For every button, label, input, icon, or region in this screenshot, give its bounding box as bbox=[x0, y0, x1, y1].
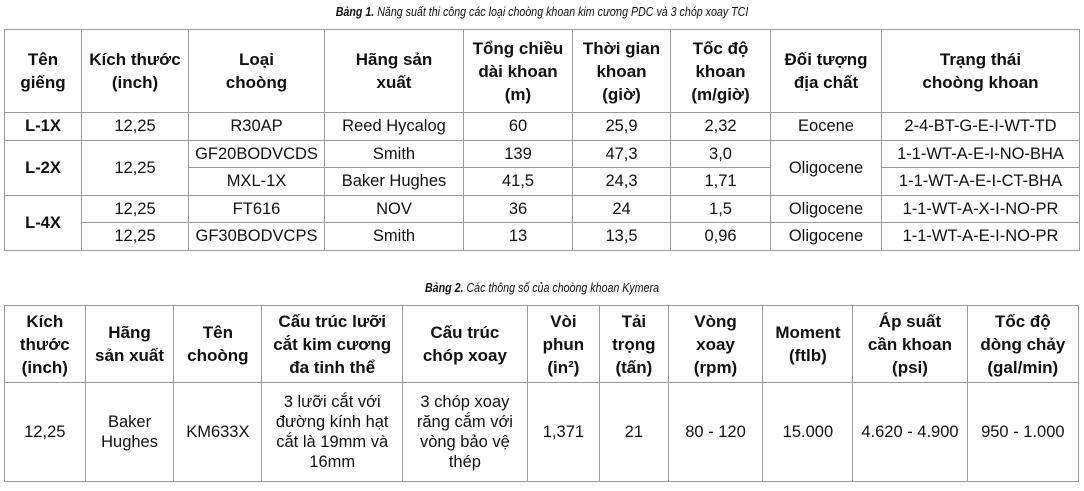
length-cell: 41,5 bbox=[463, 167, 573, 196]
rate-cell: 1,71 bbox=[670, 167, 771, 196]
header-load: Tải trọng (tấn) bbox=[599, 305, 669, 383]
header-bit-name: Tên choòng bbox=[173, 305, 263, 383]
maker-cell: Reed Hycalog bbox=[324, 112, 464, 141]
well-name-cell: L-2X bbox=[4, 139, 82, 196]
length-cell: 13 bbox=[463, 222, 573, 251]
rate-cell: 2,32 bbox=[670, 112, 771, 141]
header-drilling-rate: Tốc độ khoan (m/giờ) bbox=[670, 29, 771, 113]
header-manufacturer: Hãng sản xuất bbox=[324, 29, 464, 113]
kymera-bit-specs-table: Kích thước (inch) Hãng sản xuất Tên choò… bbox=[4, 305, 1080, 482]
maker-cell: Smith bbox=[324, 222, 464, 251]
table2-caption-label: Bảng 2. bbox=[424, 280, 464, 295]
table1-caption-text: Năng suất thi công các loại choòng khoan… bbox=[377, 4, 749, 19]
bit-cell: FT616 bbox=[188, 194, 325, 223]
well-name-cell: L-4X bbox=[4, 194, 82, 251]
bit-cell: MXL-1X bbox=[188, 167, 325, 196]
bit-cell: R30AP bbox=[188, 112, 325, 141]
header-geology: Đối tượng địa chất bbox=[770, 29, 882, 113]
table-row: L-2X 12,25 GF20BODVCDS Smith 139 47,3 3,… bbox=[4, 139, 1080, 196]
moment-cell: 15.000 bbox=[762, 382, 854, 482]
size-cell: 12,25 bbox=[81, 112, 189, 141]
bit-name-cell: KM633X bbox=[173, 382, 263, 482]
status-cell: 1-1-WT-A-E-I-CT-BHA bbox=[881, 167, 1080, 196]
status-cell: 1-1-WT-A-E-I-NO-BHA bbox=[881, 139, 1080, 168]
header-size: Kích thước (inch) bbox=[4, 305, 86, 383]
header-total-length: Tổng chiều dài khoan (m) bbox=[463, 29, 573, 113]
size-cell: 12,25 bbox=[81, 139, 189, 196]
header-pdc-structure: Cấu trúc lưỡi cắt kim cương đa tinh thể bbox=[261, 305, 404, 383]
length-cell: 139 bbox=[463, 139, 573, 168]
status-cell: 1-1-WT-A-E-I-NO-PR bbox=[881, 222, 1080, 251]
table-row: L-4X 12,25 FT616 NOV 36 24 1,5 Oligocene… bbox=[4, 194, 1080, 251]
maker-cell: NOV bbox=[324, 194, 464, 223]
geology-cell: Oligocene bbox=[770, 139, 882, 196]
pdc-structure-cell: 3 lưỡi cắt với đường kính hạt cắt là 19m… bbox=[261, 382, 404, 482]
header-bit-type: Loại choòng bbox=[188, 29, 325, 113]
length-cell: 36 bbox=[463, 194, 573, 223]
header-size: Kích thước (inch) bbox=[81, 29, 189, 113]
pressure-cell: 4.620 - 4.900 bbox=[852, 382, 968, 482]
time-cell: 25,9 bbox=[572, 112, 671, 141]
load-cell: 21 bbox=[599, 382, 669, 482]
table2-caption-text: Các thông số của choòng khoan Kymera bbox=[466, 280, 660, 295]
table1-caption: Bảng 1. Năng suất thi công các loại choò… bbox=[98, 4, 987, 19]
table1-header-row: Tên giếng Kích thước (inch) Loại choòng … bbox=[4, 29, 1080, 113]
geology-cell: Eocene bbox=[770, 112, 882, 141]
geology-cell: Oligocene bbox=[770, 222, 882, 251]
rate-cell: 1,5 bbox=[670, 194, 771, 223]
flow-rate-cell: 950 - 1.000 bbox=[966, 382, 1080, 482]
header-cone-structure: Cấu trúc chóp xoay bbox=[402, 305, 528, 383]
size-cell: 12,25 bbox=[81, 222, 189, 251]
maker-cell: Baker Hughes bbox=[84, 382, 175, 482]
header-flow-rate: Tốc độ dòng chảy (gal/min) bbox=[966, 305, 1080, 383]
table-row: 12,25 Baker Hughes KM633X 3 lưỡi cắt với… bbox=[4, 382, 1080, 482]
table2-header-row: Kích thước (inch) Hãng sản xuất Tên choò… bbox=[4, 305, 1080, 383]
time-cell: 24 bbox=[572, 194, 671, 223]
rpm-cell: 80 - 120 bbox=[667, 382, 764, 482]
header-manufacturer: Hãng sản xuất bbox=[84, 305, 175, 383]
header-bit-status: Trạng thái choòng khoan bbox=[881, 29, 1080, 113]
table1-caption-label: Bảng 1. bbox=[335, 4, 375, 19]
time-cell: 47,3 bbox=[572, 139, 671, 168]
nozzle-cell: 1,371 bbox=[526, 382, 601, 482]
header-rpm: Vòng xoay (rpm) bbox=[667, 305, 764, 383]
rate-cell: 3,0 bbox=[670, 139, 771, 168]
bit-cell: GF20BODVCDS bbox=[188, 139, 325, 168]
maker-cell: Smith bbox=[324, 139, 464, 168]
header-nozzle: Vòi phun (in²) bbox=[526, 305, 601, 383]
cone-structure-cell: 3 chóp xoay răng cắm với vòng bảo vệ thé… bbox=[402, 382, 528, 482]
bit-cell: GF30BODVCPS bbox=[188, 222, 325, 251]
time-cell: 13,5 bbox=[572, 222, 671, 251]
table-row: L-1X 12,25 R30AP Reed Hycalog 60 25,9 2,… bbox=[4, 112, 1080, 141]
status-cell: 2-4-BT-G-E-I-WT-TD bbox=[881, 112, 1080, 141]
well-name-cell: L-1X bbox=[4, 112, 82, 141]
status-cell: 1-1-WT-A-X-I-NO-PR bbox=[881, 194, 1080, 223]
maker-cell: Baker Hughes bbox=[324, 167, 464, 196]
table-row: MXL-1X Baker Hughes 41,5 24,3 1,71 1-1-W… bbox=[5, 167, 1080, 196]
table-row: 12,25 GF30BODVCPS Smith 13 13,5 0,96 Oli… bbox=[5, 222, 1080, 251]
rate-cell: 0,96 bbox=[670, 222, 771, 251]
geology-cell: Oligocene bbox=[770, 194, 882, 223]
table2-caption: Bảng 2. Các thông số của choòng khoan Ky… bbox=[98, 280, 987, 295]
size-cell: 12,25 bbox=[4, 382, 86, 482]
header-moment: Moment (ftlb) bbox=[762, 305, 854, 383]
length-cell: 60 bbox=[463, 112, 573, 141]
header-well-name: Tên giếng bbox=[4, 29, 82, 113]
header-pressure: Áp suất cần khoan (psi) bbox=[852, 305, 968, 383]
header-drilling-time: Thời gian khoan (giờ) bbox=[572, 29, 671, 113]
size-cell: 12,25 bbox=[81, 194, 189, 223]
time-cell: 24,3 bbox=[572, 167, 671, 196]
drill-bit-performance-table: Tên giếng Kích thước (inch) Loại choòng … bbox=[4, 29, 1080, 251]
